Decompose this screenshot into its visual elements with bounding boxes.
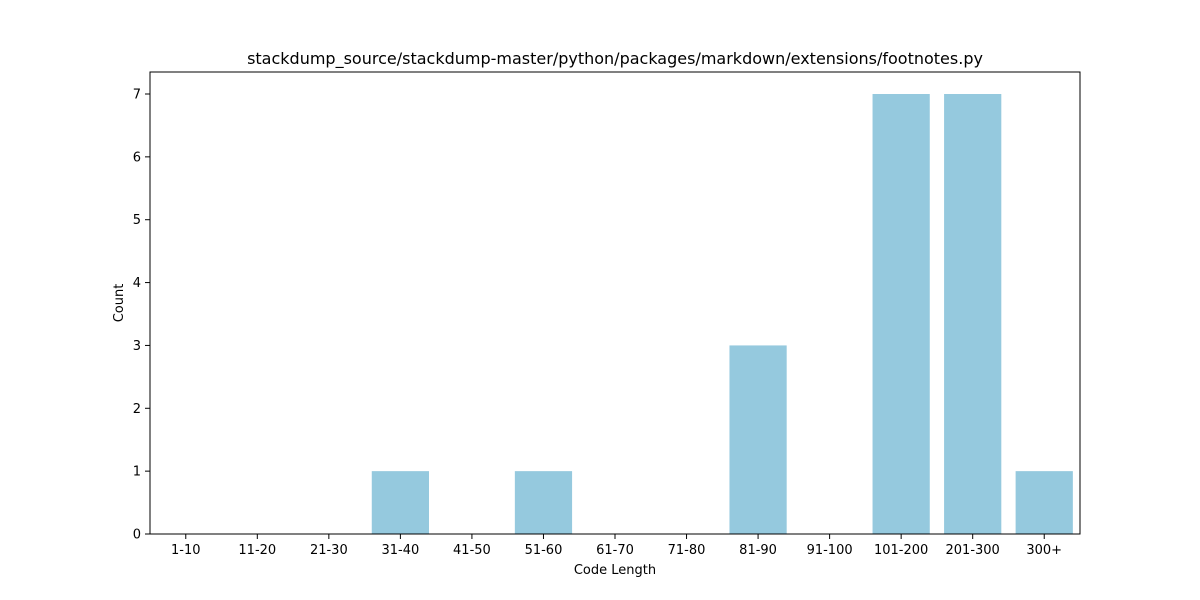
x-tick-label: 61-70 <box>596 543 634 558</box>
x-tick-label: 81-90 <box>739 543 777 558</box>
x-tick-label: 91-100 <box>807 543 853 558</box>
y-tick-label: 5 <box>133 213 141 228</box>
bar-101-200 <box>872 94 930 534</box>
bar-31-40 <box>371 471 429 534</box>
y-tick-label: 6 <box>133 150 141 165</box>
bars-group <box>371 94 1073 534</box>
bar-300+ <box>1015 471 1073 534</box>
chart-title: stackdump_source/stackdump-master/python… <box>247 49 983 69</box>
y-tick-label: 7 <box>133 88 141 103</box>
x-tick-label: 71-80 <box>668 543 706 558</box>
y-tick-label: 3 <box>133 339 141 354</box>
y-tick-label: 4 <box>133 276 141 291</box>
x-tick-label: 21-30 <box>310 543 348 558</box>
x-tick-label: 31-40 <box>381 543 419 558</box>
x-tick-label: 300+ <box>1026 543 1062 558</box>
y-axis-ticks: 0 1 2 3 4 5 6 7 <box>133 88 150 543</box>
x-axis-title: Code Length <box>574 563 656 578</box>
x-tick-label: 1-10 <box>171 543 201 558</box>
y-tick-label: 2 <box>133 402 141 417</box>
bar-81-90 <box>729 345 787 534</box>
x-tick-label: 51-60 <box>525 543 563 558</box>
y-tick-label: 0 <box>133 528 141 543</box>
bar-51-60 <box>514 471 573 534</box>
x-tick-label: 101-200 <box>874 543 928 558</box>
y-axis-title: Count <box>112 284 127 323</box>
bar-201-300 <box>944 94 1002 534</box>
x-tick-label: 11-20 <box>238 543 276 558</box>
x-tick-label: 41-50 <box>453 543 491 558</box>
plot-frame <box>149 71 1081 535</box>
x-tick-label: 201-300 <box>946 543 1000 558</box>
x-axis-ticks: 1-10 11-20 21-30 31-40 41-50 51-60 61-70 71-80 8… <box>171 534 1062 558</box>
y-tick-label: 1 <box>133 465 141 480</box>
